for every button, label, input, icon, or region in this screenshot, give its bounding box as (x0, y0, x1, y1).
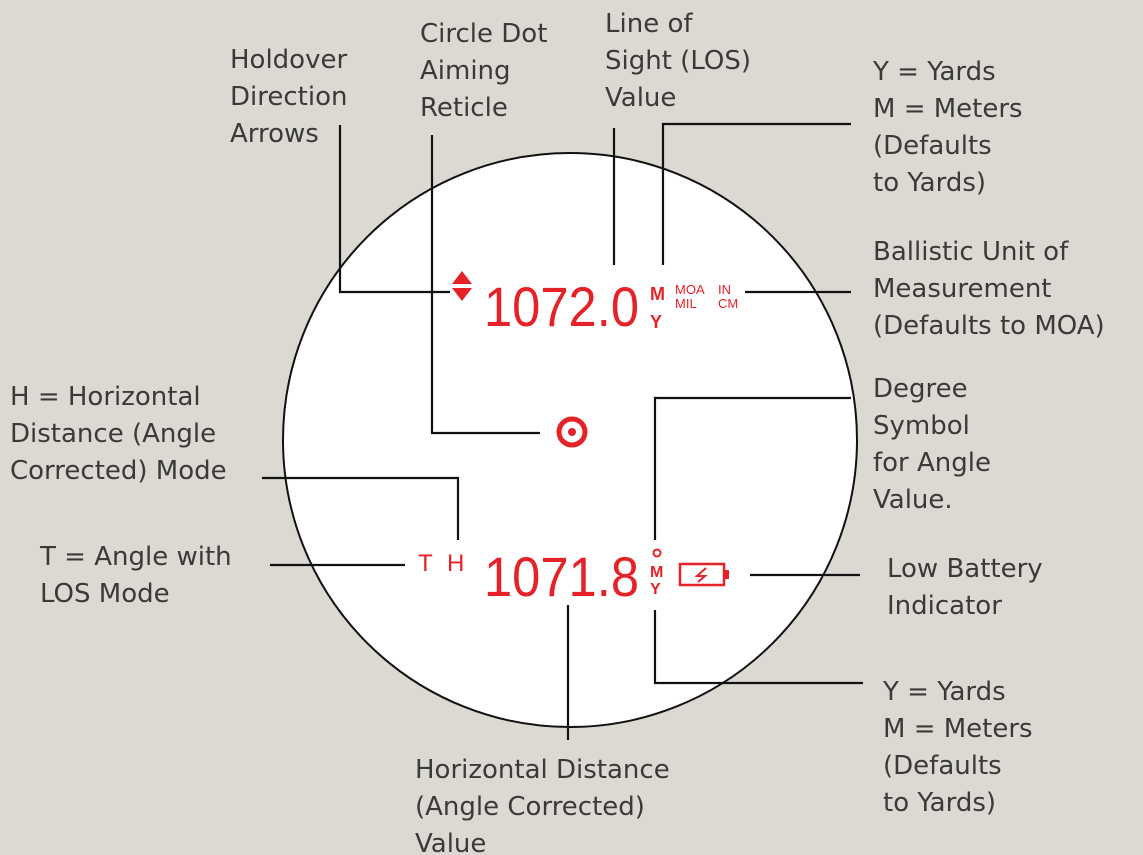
callouts: Holdover Direction Arrows Circle Dot Aiming R… (10, 9, 1105, 855)
callout-line: to Yards) (873, 168, 986, 198)
callout-line: T = Angle with (39, 542, 232, 572)
unit: M (650, 564, 663, 581)
unit: Y (650, 312, 662, 332)
ballistic-unit: MOA (675, 282, 705, 297)
mode: T (418, 550, 433, 577)
battery-bolt (694, 567, 708, 583)
callout-line: Measurement (873, 274, 1052, 304)
callout-line: Y = Yards (872, 57, 996, 87)
callout-line: (Defaults (883, 751, 1002, 781)
callout-line: M = Meters (883, 714, 1033, 744)
callout-line: Arrows (230, 119, 319, 149)
callout-line: Line of (605, 9, 693, 39)
up-arrow (452, 271, 472, 284)
battery-tip (724, 570, 729, 579)
callout-line: Sight (LOS) (605, 46, 751, 76)
callout-line: LOS Mode (40, 579, 170, 609)
leader-line (653, 610, 863, 685)
callout-line: Degree (873, 374, 968, 404)
callout-line: (Defaults to MOA) (873, 311, 1105, 341)
callout-line: Horizontal Distance (415, 755, 670, 785)
mode: H (447, 550, 464, 577)
callout-line: Aiming (420, 56, 511, 86)
leader-line (661, 122, 851, 265)
callout-line: Indicator (887, 591, 1002, 621)
callout-line: Holdover (230, 45, 347, 75)
callout-line: for Angle (873, 448, 991, 478)
callout-line: Corrected) Mode (10, 456, 227, 486)
callout-line: (Defaults (873, 131, 992, 161)
leader-line (262, 476, 460, 540)
callout-line: Symbol (873, 411, 970, 441)
callout-line: H = Horizontal (10, 382, 201, 412)
leader-lines (262, 122, 863, 740)
callout-line: Low Battery (887, 554, 1043, 584)
leader-line (338, 125, 450, 294)
hd-value: 1071.8 (484, 545, 639, 608)
callout-line: Direction (230, 82, 347, 112)
down-arrow (452, 288, 472, 301)
callout-line: M = Meters (873, 94, 1023, 124)
callout-line: Value (415, 829, 486, 855)
callout-line: Reticle (420, 93, 508, 123)
degree-symbol (652, 548, 662, 558)
callout-line: Circle Dot (420, 19, 547, 49)
reticle (556, 416, 588, 448)
ballistic-unit: IN (718, 282, 731, 297)
callout-line: (Angle Corrected) (415, 792, 645, 822)
callout-line: to Yards) (883, 788, 996, 818)
scope-view (282, 152, 858, 728)
unit: Y (650, 581, 661, 598)
callout-line: Ballistic Unit of (873, 237, 1069, 267)
leader-line (653, 396, 851, 540)
los-value: 1072.0 (484, 275, 639, 338)
reticle-dot (568, 428, 576, 436)
ballistic-unit: CM (718, 296, 738, 311)
callout-line: Value (605, 83, 676, 113)
unit: M (650, 284, 665, 304)
leader-line (430, 135, 540, 435)
callout-line: Value. (873, 485, 953, 515)
ballistic-unit: MIL (675, 296, 697, 311)
callout-line: Y = Yards (882, 677, 1006, 707)
callout-line: Distance (Angle (10, 419, 216, 449)
